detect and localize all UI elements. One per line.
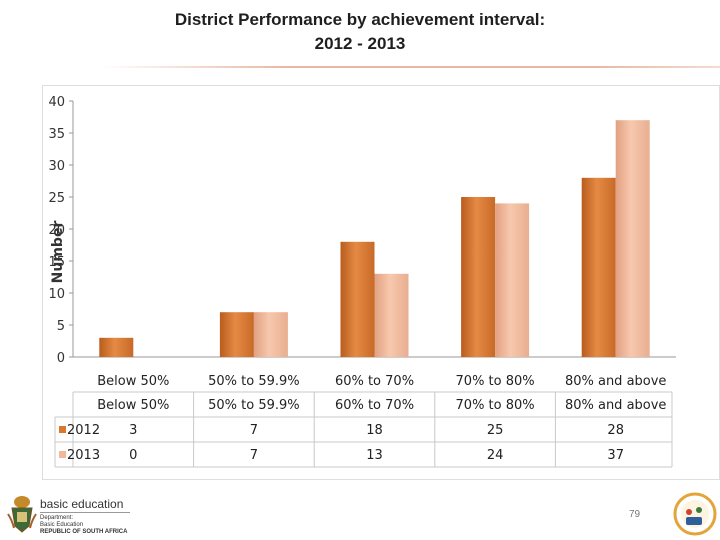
bar-2012-2: [340, 241, 375, 357]
bar-2013-1: [253, 312, 288, 357]
table-cell: 3: [129, 423, 137, 438]
department-logo: basic education Department: Basic Educat…: [40, 497, 130, 536]
table-cell: 0: [129, 448, 137, 463]
table-header: 70% to 80%: [456, 398, 535, 413]
title-divider: [100, 66, 720, 68]
x-tick-label: 80% and above: [565, 374, 666, 389]
y-tick-label: 15: [48, 255, 65, 270]
table-cell: 18: [366, 423, 383, 438]
legend-label-2012: 2012: [67, 423, 100, 438]
bar-2012-3: [461, 197, 496, 357]
table-cell: 7: [250, 448, 258, 463]
logo-line-1: Department:: [40, 515, 74, 521]
table-cell: 37: [607, 448, 624, 463]
chart-title: District Performance by achievement inte…: [0, 8, 720, 56]
bar-2013-3: [495, 203, 530, 357]
logo-main-text: basic education: [40, 497, 124, 511]
x-tick-label: 60% to 70%: [335, 374, 414, 389]
bar-2012-0: [99, 337, 134, 357]
bar-2013-2: [374, 273, 409, 357]
y-tick-label: 5: [57, 319, 65, 334]
logo-line-2: Basic Education: [40, 522, 84, 528]
page-number: 79: [629, 509, 641, 520]
legend-swatch-2012: [59, 426, 66, 433]
table-cell: 13: [366, 448, 383, 463]
bar-2012-1: [219, 312, 254, 357]
table-header: 80% and above: [565, 398, 666, 413]
y-tick-label: 25: [48, 191, 65, 206]
y-tick-label: 20: [48, 223, 65, 238]
x-tick-label: 50% to 59.9%: [208, 374, 300, 389]
table-cell: 28: [607, 423, 624, 438]
y-tick-label: 30: [48, 159, 65, 174]
table-header: 60% to 70%: [335, 398, 414, 413]
title-line-2: 2012 - 2013: [314, 34, 406, 53]
table-cell: 24: [487, 448, 504, 463]
anniversary-badge-icon: [673, 492, 717, 536]
y-tick-label: 0: [57, 351, 65, 366]
table-cell: 7: [250, 423, 258, 438]
bar-2013-4: [615, 120, 650, 357]
table-header: 50% to 59.9%: [208, 398, 300, 413]
y-tick-label: 35: [48, 127, 65, 142]
title-line-1: District Performance by achievement inte…: [174, 10, 546, 29]
bar-2012-4: [581, 177, 616, 357]
y-axis-label: Number: [50, 221, 66, 284]
table-header: Below 50%: [97, 398, 169, 413]
logo-line-3: REPUBLIC OF SOUTH AFRICA: [40, 529, 128, 535]
x-tick-label: 70% to 80%: [456, 374, 535, 389]
legend-label-2013: 2013: [67, 448, 100, 463]
y-tick-label: 40: [48, 95, 65, 110]
table-cell: 25: [487, 423, 504, 438]
y-tick-label: 10: [48, 287, 65, 302]
x-tick-label: Below 50%: [97, 374, 169, 389]
coat-of-arms-icon: [7, 496, 37, 533]
legend-swatch-2013: [59, 451, 66, 458]
